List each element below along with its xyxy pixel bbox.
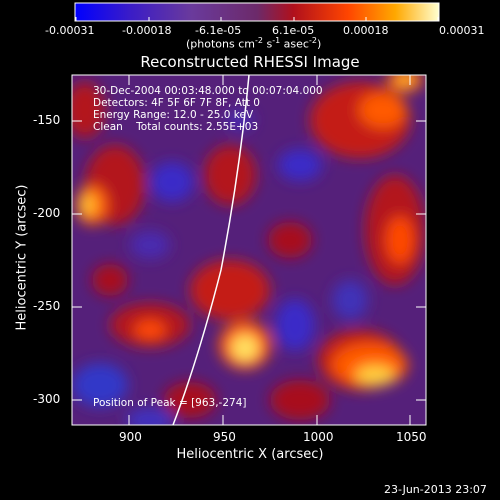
colorbar-units: (photons cm-2 s-1 asec-2) (186, 36, 322, 51)
colorbar-tick-label: -0.00031 (45, 24, 95, 37)
y-axis-label: Heliocentric Y (arcsec) (14, 184, 30, 331)
x-axis-label: Heliocentric X (arcsec) (176, 447, 324, 462)
y-tick-label: -200 (33, 206, 61, 220)
time-range-text: 30-Dec-2004 00:03:48.000 to 00:07:04.000 (93, 85, 323, 97)
x-tick-label: 950 (213, 430, 236, 444)
clean-counts-text: Clean Total counts: 2.55E+03 (93, 121, 259, 133)
detectors-text: Detectors: 4F 5F 6F 7F 8F, Att 0 (93, 97, 260, 109)
x-tick-label: 900 (119, 430, 142, 444)
render-timestamp: 23-Jun-2013 23:07 (384, 483, 487, 496)
colorbar-tick-label: 0.00018 (343, 24, 389, 37)
x-tick-label: 1000 (303, 430, 334, 444)
colorbar-ticks (75, 17, 439, 21)
rhessi-image (72, 75, 426, 425)
x-axis-ticks (128, 75, 411, 425)
x-tick-label: 1050 (396, 430, 427, 444)
y-tick-label: -300 (33, 392, 61, 406)
colorbar-tick-label: 0.00031 (439, 24, 485, 37)
colorbar (74, 2, 440, 22)
peak-position-text: Position of Peak = [963,-274] (93, 397, 247, 409)
solar-limb-line (172, 74, 250, 426)
colorbar-tick-label: -0.00018 (122, 24, 172, 37)
y-tick-label: -250 (33, 299, 61, 313)
colorbar-tick-label: -6.1e-05 (195, 24, 242, 37)
plot-title: Reconstructed RHESSI Image (140, 53, 360, 71)
y-axis-ticks (72, 120, 426, 401)
energy-range-text: Energy Range: 12.0 - 25.0 keV (93, 109, 254, 121)
colorbar-tick-label: 6.1e-05 (272, 24, 315, 37)
y-tick-label: -150 (33, 113, 61, 127)
